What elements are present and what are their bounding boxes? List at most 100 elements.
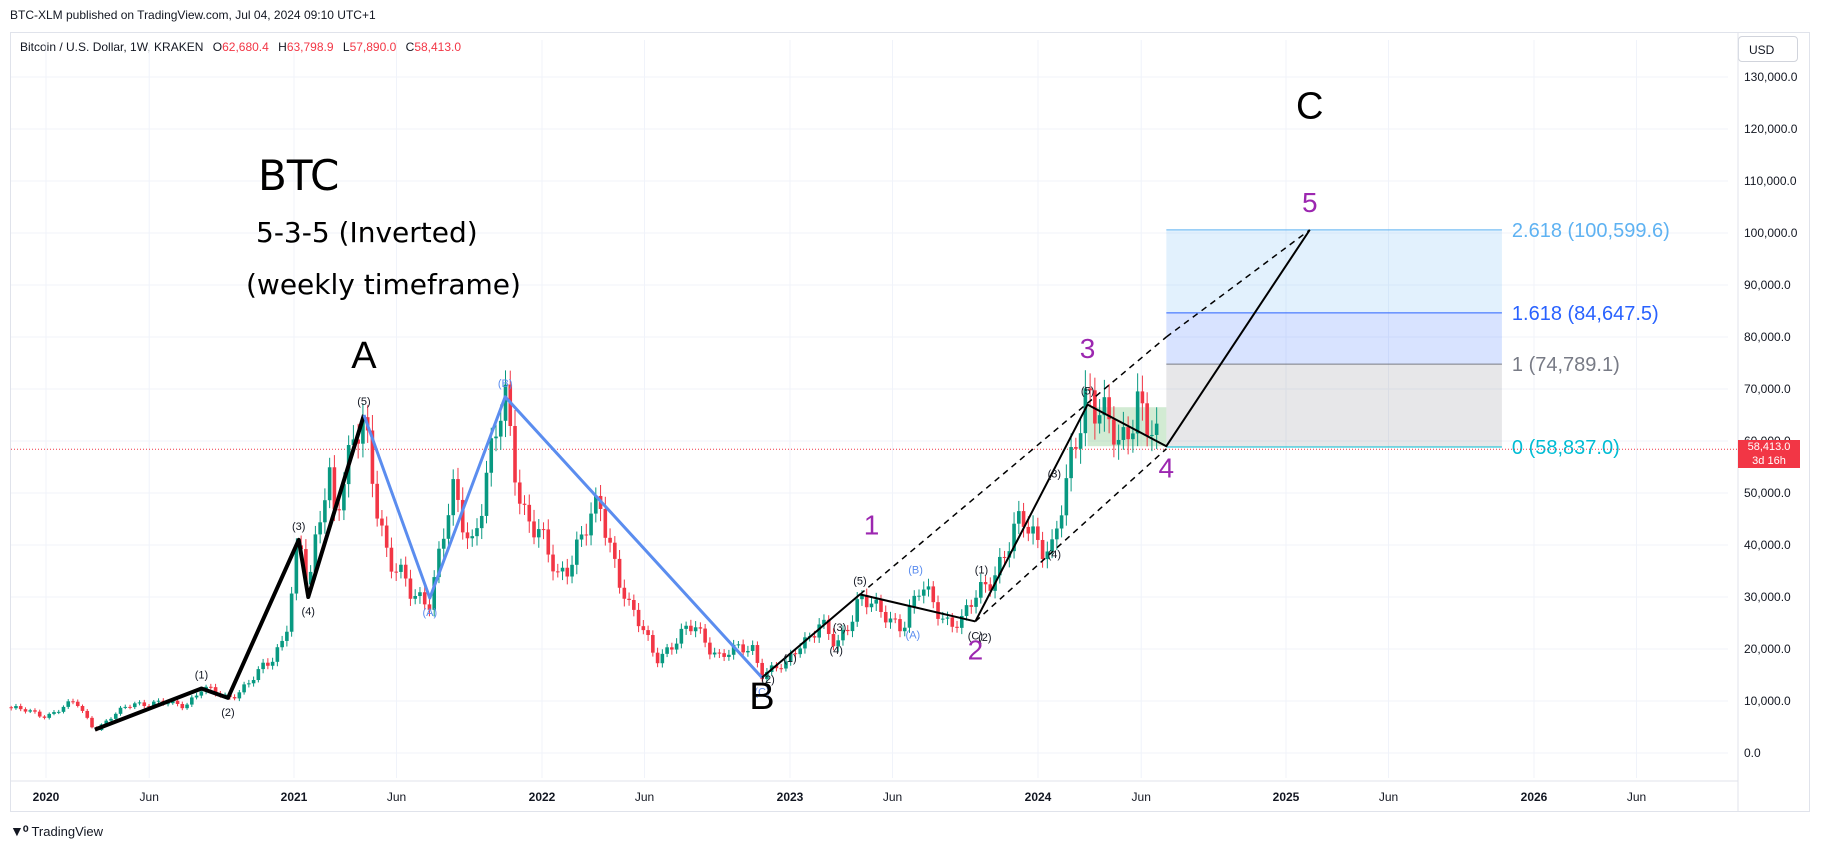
- candle-body: [907, 606, 912, 628]
- candle-body: [536, 529, 541, 538]
- candle-body: [327, 467, 332, 501]
- candle-body: [969, 605, 974, 607]
- candle-body: [104, 720, 109, 725]
- candle-body: [1154, 423, 1159, 435]
- candle-body: [589, 513, 593, 536]
- channel-line-extension: [1165, 229, 1311, 338]
- candle-body: [37, 711, 42, 717]
- candle-body: [874, 599, 879, 604]
- candle-body: [912, 595, 917, 607]
- candle-body: [750, 645, 755, 651]
- candle-body: [403, 564, 408, 579]
- y-tick-label: 10,000.0: [1744, 694, 1791, 708]
- candle-body: [308, 571, 313, 585]
- candle-body: [28, 710, 33, 712]
- x-tick-label: Jun: [635, 790, 654, 804]
- candle-body: [1150, 434, 1154, 436]
- wave-cycle-label: A: [351, 335, 377, 377]
- candle-body: [670, 647, 674, 650]
- candle-body: [52, 712, 56, 714]
- candle-body: [689, 625, 693, 632]
- candle-body: [641, 626, 646, 631]
- candle-body: [1078, 433, 1083, 449]
- last-price-value: 58,413.0: [1747, 441, 1791, 454]
- candle-body: [190, 697, 194, 705]
- candle-body: [736, 644, 741, 646]
- candle-body: [850, 621, 855, 632]
- candle-body: [574, 539, 579, 565]
- candle-body: [9, 707, 14, 709]
- candle-body: [441, 538, 446, 549]
- candle-body: [503, 384, 508, 421]
- footer-brand[interactable]: ▼⁰ TradingView: [10, 823, 103, 840]
- candle-body: [342, 484, 346, 511]
- candle-body: [90, 717, 94, 728]
- candle-body: [546, 529, 551, 555]
- candle-body: [674, 643, 679, 650]
- wave-primary-label: 3: [1080, 333, 1096, 364]
- candle-body: [698, 627, 703, 629]
- candle-body: [551, 554, 555, 572]
- candle-body: [489, 438, 494, 473]
- chart-panel[interactable]: [10, 32, 1810, 812]
- candle-body: [446, 515, 451, 539]
- candle-body: [351, 439, 356, 446]
- candle-body: [56, 711, 61, 713]
- candle-body: [304, 549, 308, 585]
- candle-body: [722, 653, 726, 657]
- candle-body: [270, 661, 275, 666]
- candle-body: [289, 593, 294, 632]
- x-tick-label: 2021: [281, 790, 308, 804]
- wave-sub-label: (3): [1048, 468, 1061, 480]
- candle-body: [1097, 415, 1102, 424]
- candle-body: [66, 701, 71, 707]
- candle-body: [812, 636, 817, 638]
- candle-body: [731, 644, 736, 655]
- candle-body: [137, 702, 142, 704]
- candle-body: [166, 703, 170, 705]
- x-tick-label: Jun: [1379, 790, 1398, 804]
- candle-body: [959, 615, 964, 628]
- candle-body: [1093, 390, 1097, 424]
- candle-body: [171, 700, 175, 704]
- x-tick-label: Jun: [883, 790, 902, 804]
- candle-body: [18, 706, 23, 710]
- candle-body: [175, 700, 180, 704]
- wave-primary-label: 1: [864, 510, 880, 541]
- candle-body: [123, 706, 128, 708]
- candle-body: [565, 567, 570, 577]
- candle-body: [1002, 556, 1007, 558]
- x-tick-label: Jun: [387, 790, 406, 804]
- candle-body: [394, 571, 398, 573]
- wave-sub-label: (5): [853, 575, 866, 587]
- candle-body: [132, 703, 137, 708]
- candle-body: [437, 548, 441, 578]
- wave-1-line: [761, 593, 976, 679]
- candle-body: [1107, 397, 1111, 420]
- candle-body: [632, 600, 636, 610]
- candle-body: [594, 495, 598, 514]
- candle-body: [399, 564, 403, 572]
- candle-body: [42, 716, 47, 718]
- candle-body: [684, 625, 688, 629]
- wave-sub-label: (2): [761, 674, 774, 686]
- currency-button[interactable]: USD: [1738, 36, 1798, 62]
- candle-body: [860, 595, 864, 600]
- candle-body: [185, 704, 189, 709]
- footer-brand-name: TradingView: [31, 824, 104, 839]
- candle-body: [380, 518, 384, 526]
- wave-sub-label: (B): [498, 378, 513, 390]
- x-tick-label: Jun: [1132, 790, 1151, 804]
- wave-primary-label: 4: [1159, 452, 1175, 483]
- candle-body: [479, 515, 484, 529]
- x-tick-label: Jun: [140, 790, 159, 804]
- close-label: C: [405, 40, 415, 54]
- open-label: O: [212, 40, 223, 54]
- x-tick-label: Jun: [1627, 790, 1646, 804]
- fib-level-label: 2.618 (100,599.6): [1512, 220, 1670, 242]
- candle-body: [408, 578, 413, 599]
- candle-body: [826, 619, 831, 635]
- candle-body: [836, 640, 841, 647]
- candle-body: [413, 596, 417, 599]
